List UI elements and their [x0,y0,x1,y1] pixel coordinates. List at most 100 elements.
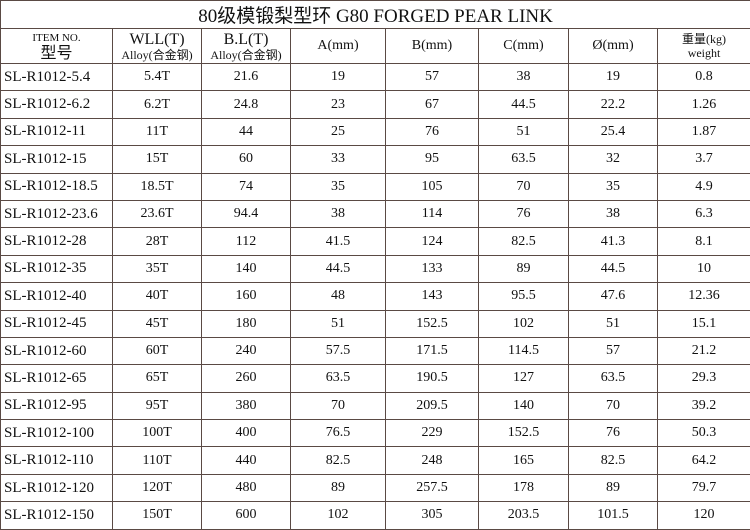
cell-dim-c: 165 [479,447,569,474]
cell-weight: 0.8 [658,64,750,91]
cell-breaking-load: 160 [202,283,291,310]
cell-dim-b: 152.5 [386,310,479,337]
cell-dim-c: 89 [479,255,569,282]
header-row: ITEM NO.型号 WLL(T)Alloy(合金钢) B.L(T)Alloy(… [1,29,750,64]
cell-dim-c: 102 [479,310,569,337]
cell-dim-c: 70 [479,173,569,200]
cell-weight: 4.9 [658,173,750,200]
header-b: B(mm) [386,29,479,64]
cell-dim-b: 248 [386,447,479,474]
cell-item-no: SL-R1012-18.5 [1,173,113,200]
cell-item-no: SL-R1012-28 [1,228,113,255]
cell-breaking-load: 240 [202,337,291,364]
cell-dim-a: 23 [291,91,386,118]
cell-dim-a: 48 [291,283,386,310]
cell-item-no: SL-R1012-65 [1,365,113,392]
cell-weight: 120 [658,502,750,529]
cell-breaking-load: 400 [202,420,291,447]
header-diameter: Ø(mm) [569,29,658,64]
cell-weight: 39.2 [658,392,750,419]
cell-dim-c: 82.5 [479,228,569,255]
cell-wll: 45T [113,310,202,337]
cell-diameter: 82.5 [569,447,658,474]
cell-breaking-load: 24.8 [202,91,291,118]
cell-dim-a: 41.5 [291,228,386,255]
cell-diameter: 32 [569,146,658,173]
cell-diameter: 44.5 [569,255,658,282]
cell-wll: 18.5T [113,173,202,200]
cell-dim-b: 190.5 [386,365,479,392]
cell-breaking-load: 140 [202,255,291,282]
cell-dim-b: 67 [386,91,479,118]
cell-breaking-load: 180 [202,310,291,337]
cell-wll: 6.2T [113,91,202,118]
cell-item-no: SL-R1012-110 [1,447,113,474]
cell-breaking-load: 600 [202,502,291,529]
cell-wll: 5.4T [113,64,202,91]
cell-dim-c: 38 [479,64,569,91]
cell-weight: 1.26 [658,91,750,118]
cell-dim-a: 63.5 [291,365,386,392]
header-bl-sub: Alloy(合金钢) [202,48,290,62]
header-wll-sub: Alloy(合金钢) [113,48,201,62]
cell-breaking-load: 380 [202,392,291,419]
cell-item-no: SL-R1012-6.2 [1,91,113,118]
cell-dim-c: 63.5 [479,146,569,173]
cell-breaking-load: 440 [202,447,291,474]
cell-dim-a: 51 [291,310,386,337]
cell-wll: 35T [113,255,202,282]
cell-wll: 95T [113,392,202,419]
cell-diameter: 41.3 [569,228,658,255]
header-item-en: ITEM NO. [1,31,112,45]
cell-item-no: SL-R1012-120 [1,474,113,501]
cell-dim-b: 124 [386,228,479,255]
cell-wll: 120T [113,474,202,501]
cell-dim-a: 38 [291,200,386,227]
cell-dim-b: 143 [386,283,479,310]
cell-weight: 29.3 [658,365,750,392]
header-weight-en: weight [658,46,750,60]
cell-breaking-load: 94.4 [202,200,291,227]
cell-dim-b: 95 [386,146,479,173]
cell-dim-b: 171.5 [386,337,479,364]
cell-dim-c: 44.5 [479,91,569,118]
cell-wll: 11T [113,118,202,145]
cell-dim-b: 133 [386,255,479,282]
cell-diameter: 57 [569,337,658,364]
cell-item-no: SL-R1012-35 [1,255,113,282]
cell-weight: 3.7 [658,146,750,173]
title-row: 80级模锻梨型环 G80 FORGED PEAR LINK [1,1,750,29]
header-item: ITEM NO.型号 [1,29,113,64]
cell-dim-b: 305 [386,502,479,529]
cell-dim-b: 257.5 [386,474,479,501]
cell-dim-b: 105 [386,173,479,200]
cell-dim-a: 25 [291,118,386,145]
cell-dim-a: 76.5 [291,420,386,447]
cell-weight: 12.36 [658,283,750,310]
cell-weight: 79.7 [658,474,750,501]
cell-diameter: 47.6 [569,283,658,310]
cell-breaking-load: 21.6 [202,64,291,91]
cell-dim-c: 127 [479,365,569,392]
cell-weight: 1.87 [658,118,750,145]
cell-diameter: 70 [569,392,658,419]
cell-dim-a: 35 [291,173,386,200]
cell-wll: 15T [113,146,202,173]
header-item-cn: 型号 [1,45,112,62]
cell-dim-a: 57.5 [291,337,386,364]
cell-wll: 23.6T [113,200,202,227]
cell-diameter: 63.5 [569,365,658,392]
cell-wll: 100T [113,420,202,447]
cell-dim-c: 76 [479,200,569,227]
cell-weight: 50.3 [658,420,750,447]
cell-wll: 28T [113,228,202,255]
